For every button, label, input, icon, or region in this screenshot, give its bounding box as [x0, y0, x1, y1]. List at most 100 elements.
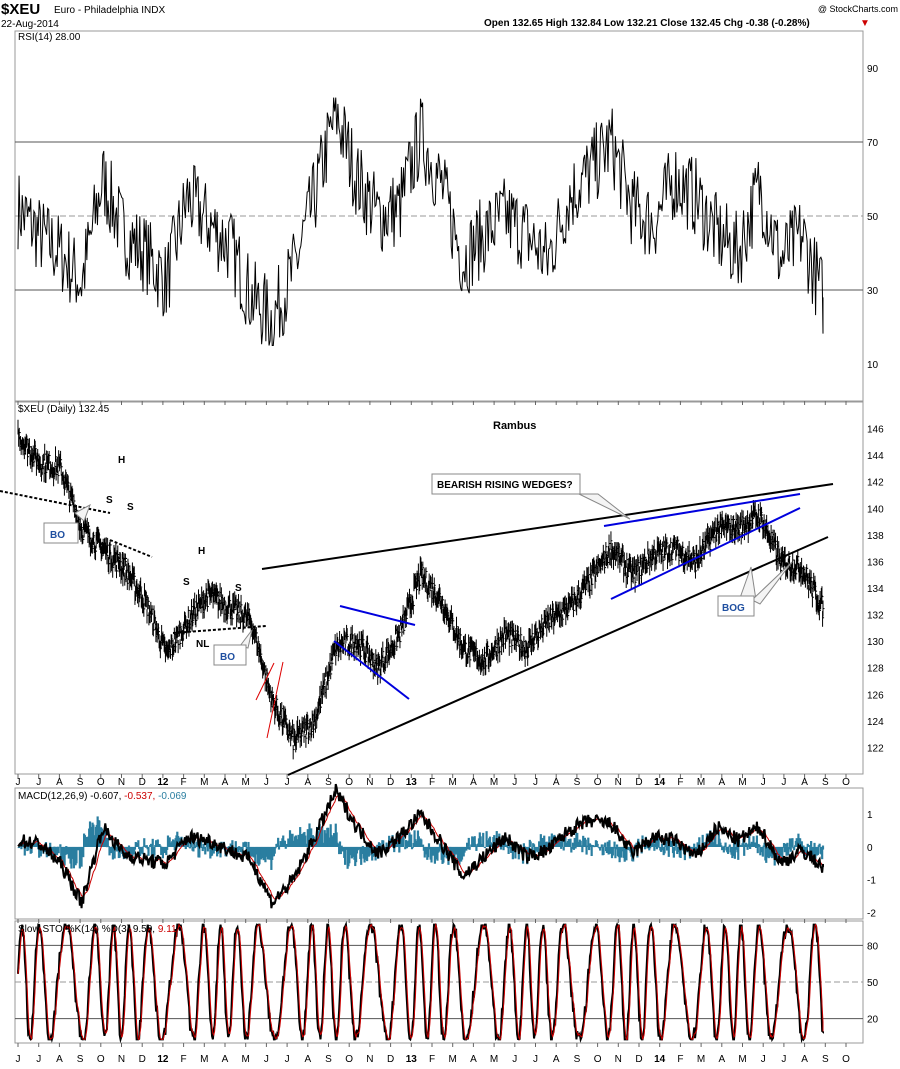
x-tick-label: A: [801, 1054, 808, 1065]
hs1-neckline: NL: [114, 551, 127, 562]
x-tick-label: J: [512, 1054, 517, 1065]
x-tick-label: M: [697, 1054, 705, 1065]
x-tick-label: N: [615, 777, 622, 788]
rsi-tick-label: 30: [867, 286, 879, 297]
hs1-left-shoulder: S: [106, 495, 113, 506]
sto-d-line: [17, 922, 824, 1042]
rsi-tick-label: 70: [867, 138, 879, 149]
x-tick-label: A: [553, 777, 560, 788]
x-tick-label: 14: [654, 1054, 666, 1065]
x-tick-label: M: [200, 777, 208, 788]
channel-upper-blue: [603, 493, 801, 527]
x-tick-label: S: [574, 777, 581, 788]
x-tick-label: A: [56, 1054, 63, 1065]
macd-label: MACD(12,26,9) -0.607, -0.537, -0.069: [18, 791, 187, 802]
rambus-watermark: Rambus: [493, 420, 536, 432]
wedge-callout-box: [431, 473, 581, 495]
x-tick-label: S: [77, 777, 84, 788]
wedge-callout-pointer: [578, 493, 631, 520]
x-tick-label: J: [533, 777, 538, 788]
x-tick-label: O: [594, 777, 602, 788]
sto-tick-label: 50: [867, 978, 879, 989]
x-tick-label: 12: [157, 1054, 169, 1065]
x-tick-label: M: [738, 777, 746, 788]
macd-tick-label: 1: [867, 810, 873, 821]
x-tick-label: 13: [406, 777, 418, 788]
x-tick-label: F: [181, 1054, 187, 1065]
x-tick-label: N: [118, 777, 125, 788]
x-tick-label: M: [242, 777, 250, 788]
x-tick-label: J: [781, 777, 786, 788]
sto-tick-label: 20: [867, 1015, 879, 1026]
x-tick-label: O: [594, 1054, 602, 1065]
x-tick-label: F: [429, 1054, 435, 1065]
sto-tick-label: 80: [867, 941, 879, 952]
x-tick-label: J: [533, 1054, 538, 1065]
x-tick-label: A: [304, 777, 311, 788]
x-tick-label: A: [222, 777, 229, 788]
red-channel-1: [255, 662, 275, 701]
macd-panel: [14, 787, 864, 920]
price-tick-label: 140: [867, 504, 884, 515]
chart-symbol: $XEU: [1, 1, 40, 18]
macd-chart: 1 0 -1 -2: [17, 783, 876, 919]
price-tick-label: 134: [867, 584, 884, 595]
neckline-1: [0, 490, 111, 514]
wedge-upper-trendline: [261, 483, 834, 570]
x-tick-label: M: [490, 777, 498, 788]
price-tick-label: 136: [867, 557, 884, 568]
rsi-line: [17, 97, 824, 346]
x-tick-label: J: [16, 777, 21, 788]
x-tick-label: J: [512, 777, 517, 788]
price-tick-label: 130: [867, 637, 884, 648]
x-tick-label: J: [264, 777, 269, 788]
price-chart: 146 144 142 140 138 136 134 132 130 128 126 124 122: [17, 419, 884, 760]
hs2-left-shoulder: S: [183, 577, 190, 588]
rsi-chart: 90 70 50 30 10: [15, 64, 879, 371]
bo2-label: BO: [220, 652, 235, 663]
x-tick-label: A: [222, 1054, 229, 1065]
rsi-label: RSI(14) 28.00: [18, 32, 81, 43]
x-tick-label: O: [345, 1054, 353, 1065]
rsi-tick-label: 90: [867, 64, 879, 75]
sto-chart: 80 50 20: [15, 920, 879, 1044]
price-tick-label: 124: [867, 717, 884, 728]
x-tick-label: 12: [157, 777, 169, 788]
price-tick-label: 128: [867, 664, 884, 675]
bo1-pointer: [74, 503, 91, 522]
x-tick-label: O: [842, 777, 850, 788]
price-tick-label: 142: [867, 478, 884, 489]
x-tick-label: J: [285, 1054, 290, 1065]
bog-box: [717, 595, 755, 617]
price-tick-label: 126: [867, 690, 884, 701]
flag-lower-blue: [333, 640, 410, 700]
macd-line: [17, 783, 824, 909]
hs1-right-shoulder: S: [127, 502, 134, 513]
sto-label: Slow STO %K(14) %D(3) 9.50, 9.11: [18, 924, 177, 935]
x-tick-label: M: [738, 1054, 746, 1065]
wedge-callout-text: BEARISH RISING WEDGES?: [437, 480, 573, 491]
x-tick-label: S: [822, 777, 829, 788]
x-tick-label: J: [781, 1054, 786, 1065]
x-tick-label: S: [77, 1054, 84, 1065]
macd-tick-label: -2: [867, 908, 876, 919]
x-tick-label: N: [366, 777, 373, 788]
macd-tick-label: 0: [867, 843, 873, 854]
price-tick-label: 144: [867, 451, 884, 462]
x-tick-label: F: [677, 1054, 683, 1065]
x-tick-label: S: [822, 1054, 829, 1065]
x-tick-label: J: [36, 1054, 41, 1065]
x-tick-label: A: [304, 1054, 311, 1065]
x-tick-label: D: [635, 1054, 642, 1065]
x-tick-label: O: [345, 777, 353, 788]
x-tick-label: D: [387, 777, 394, 788]
neckline-2: [172, 625, 267, 634]
x-tick-label: D: [387, 1054, 394, 1065]
x-tick-label: J: [16, 1054, 21, 1065]
rsi-tick-label: 10: [867, 360, 879, 371]
x-tick-label: M: [200, 1054, 208, 1065]
x-tick-label: A: [56, 777, 63, 788]
rsi-tick-label: 50: [867, 212, 879, 223]
x-tick-label: J: [285, 777, 290, 788]
